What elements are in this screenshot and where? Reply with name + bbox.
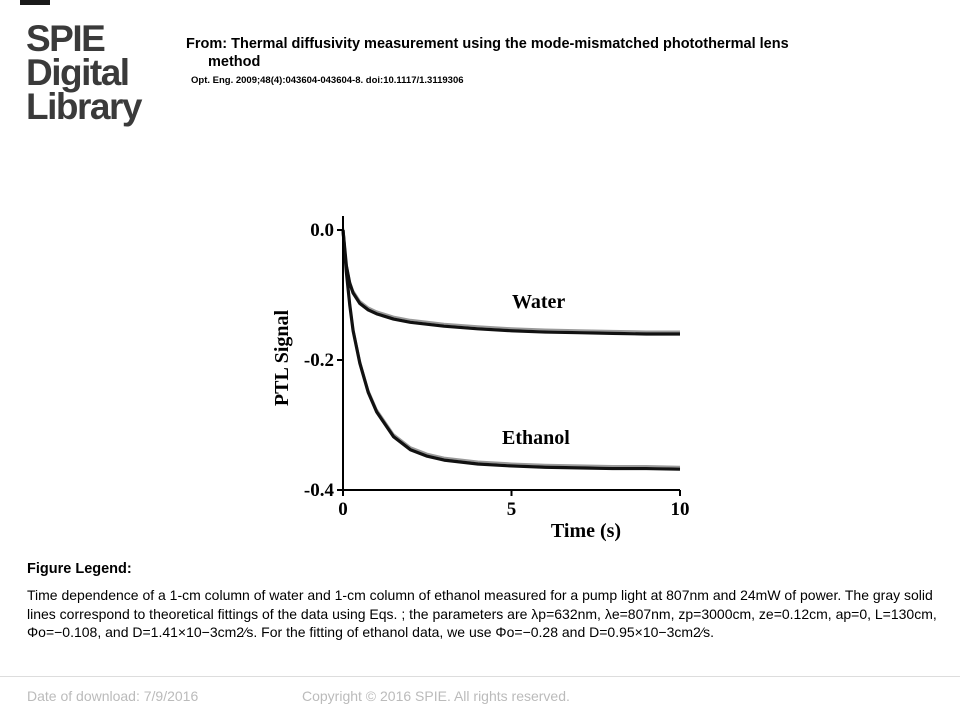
x-tick-label: 10 — [671, 499, 690, 520]
figure-legend-title: Figure Legend: — [27, 561, 132, 577]
top-marker-bar — [20, 0, 50, 5]
figure-legend-text: Time dependence of a 1-cm column of wate… — [27, 587, 937, 640]
footer-divider — [0, 676, 960, 677]
ethanol-data-line — [341, 229, 681, 471]
y-tick-label: 0.0 — [310, 220, 334, 241]
article-title[interactable]: From: Thermal diffusivity measurement us… — [186, 36, 789, 52]
x-tick-label: 5 — [507, 499, 517, 520]
article-title-continued[interactable]: method — [208, 54, 261, 70]
citation: Opt. Eng. 2009;48(4):043604-043604-8. do… — [191, 75, 464, 86]
spie-digital-library-logo[interactable]: SPIE Digital Library — [26, 18, 150, 127]
copyright-notice: Copyright © 2016 SPIE. All rights reserv… — [302, 688, 570, 704]
chart-ticks: 0.0 -0.2 -0.40 5 10 — [304, 220, 690, 520]
water-fit-line — [342, 227, 680, 333]
series-label-ethanol: Ethanol — [502, 427, 570, 449]
ptl-signal-chart: 0.0 -0.2 -0.40 5 10 Water Ethanol Time (s) P… — [271, 216, 690, 542]
logo-line: Library — [26, 86, 142, 127]
data-lines — [341, 229, 681, 471]
y-tick-label: -0.4 — [304, 480, 335, 501]
x-tick-label: 0 — [338, 499, 348, 520]
download-date: Date of download: 7/9/2016 — [27, 688, 199, 704]
logo-line: Digital — [26, 52, 130, 93]
series-label-water: Water — [512, 291, 565, 313]
y-axis-label: PTL Signal — [271, 309, 293, 406]
logo-line: SPIE — [26, 18, 106, 59]
water-data-line — [341, 229, 680, 336]
x-axis-label: Time (s) — [551, 520, 621, 542]
y-tick-label: -0.2 — [304, 350, 334, 371]
